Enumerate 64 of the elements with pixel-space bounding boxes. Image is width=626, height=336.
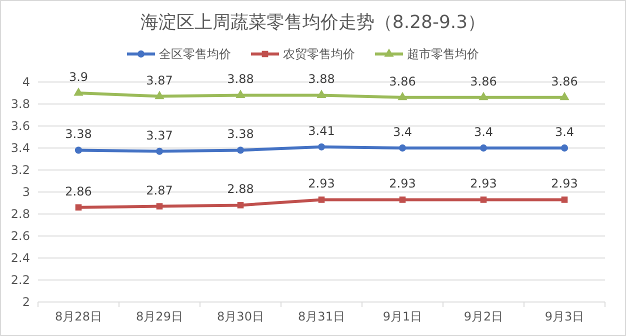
point (316, 90, 326, 98)
x-tick-label: 8月30日 (217, 310, 264, 324)
y-tick-label: 2.6 (10, 228, 30, 243)
point (236, 146, 244, 154)
point (75, 204, 82, 211)
x-tick-label: 8月29日 (136, 310, 183, 324)
point (398, 92, 408, 100)
point (561, 196, 568, 203)
y-tick-label: 4 (22, 74, 30, 89)
data-label: 3.4 (554, 125, 574, 139)
x-tick-label: 8月31日 (298, 310, 345, 324)
data-label: 2.87 (146, 183, 173, 198)
x-tick-label: 9月1日 (382, 310, 422, 324)
data-label: 2.93 (551, 176, 578, 191)
data-label: 2.86 (65, 184, 92, 198)
data-label: 3.86 (470, 74, 497, 88)
y-tick-label: 3 (22, 184, 30, 199)
x-tick-label: 9月2日 (464, 310, 504, 324)
point (398, 144, 406, 152)
legend-label: 全区零售均价 (159, 47, 231, 61)
data-label: 3.4 (392, 125, 412, 139)
point (74, 146, 82, 154)
data-label: 3.88 (227, 72, 254, 86)
y-tick-label: 3.4 (10, 140, 30, 155)
point (318, 196, 325, 203)
legend-label: 超市零售均价 (407, 47, 479, 61)
data-label: 3.9 (68, 70, 88, 84)
y-tick-label: 3.8 (10, 96, 30, 111)
data-label: 3.87 (146, 73, 173, 88)
data-label: 3.41 (308, 124, 335, 138)
y-tick-label: 3.2 (10, 162, 30, 177)
point (156, 148, 164, 155)
point (318, 143, 326, 150)
legend-label: 农贸零售均价 (283, 47, 355, 61)
point (560, 92, 570, 100)
point (480, 144, 488, 152)
point (74, 87, 84, 96)
data-label: 3.4 (474, 125, 494, 139)
data-label: 3.38 (227, 127, 254, 142)
point (154, 90, 164, 100)
point (480, 196, 487, 203)
data-label: 3.86 (551, 74, 578, 88)
x-tick-label: 8月28日 (55, 310, 102, 324)
y-tick-label: 2.2 (10, 272, 30, 287)
y-tick-label: 2 (22, 294, 30, 309)
data-label: 2.93 (389, 176, 416, 191)
data-label: 2.88 (227, 182, 254, 196)
data-label: 3.37 (146, 128, 173, 142)
y-tick-label: 2.4 (10, 250, 30, 265)
x-tick-label: 9月3日 (544, 310, 584, 324)
point (237, 202, 244, 208)
data-label: 3.38 (65, 127, 92, 142)
point (478, 92, 488, 100)
point (399, 196, 406, 203)
data-label: 3.86 (389, 74, 416, 88)
point (560, 144, 568, 152)
point (236, 90, 246, 98)
point (156, 203, 163, 210)
y-tick-label: 3.6 (10, 118, 30, 133)
data-label: 2.93 (308, 176, 335, 191)
y-tick-label: 2.8 (10, 206, 30, 221)
data-label: 3.88 (308, 72, 335, 86)
chart-title: 海淀区上周蔬菜零售均价走势（8.28-9.3） (140, 12, 486, 33)
data-label: 2.93 (470, 176, 497, 191)
